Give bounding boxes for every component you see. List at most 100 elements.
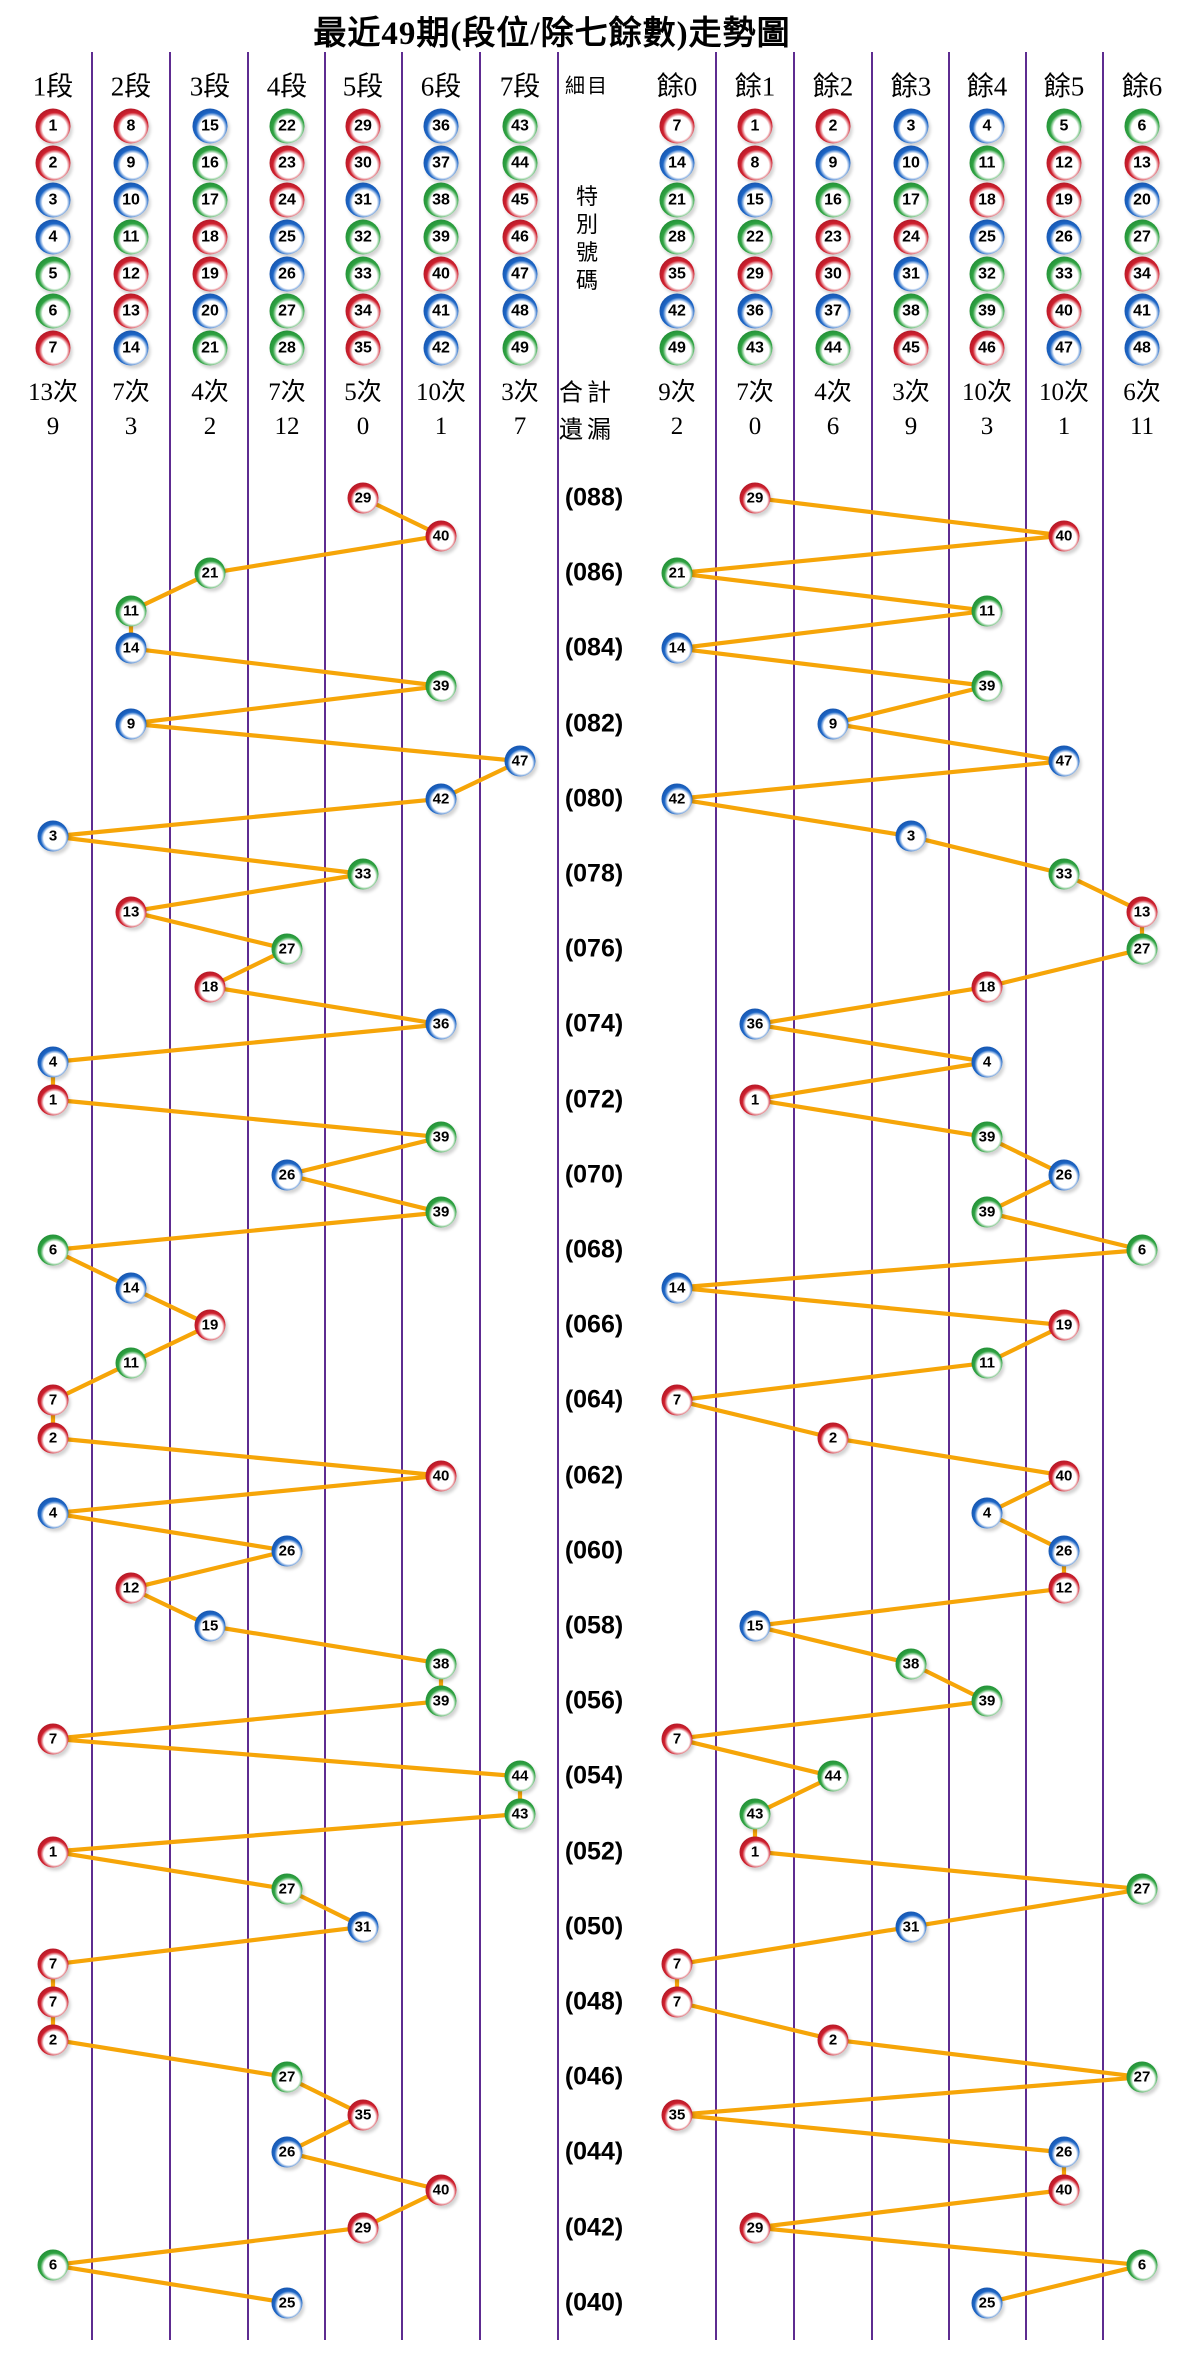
legend-ball-right-49: 49 [659, 330, 695, 366]
special-number-label-char-3: 碼 [575, 268, 599, 293]
legend-ball-left-12: 12 [113, 256, 149, 292]
period-label-054: (054) [564, 1761, 624, 1790]
chart-ball-left-row13-27: 27 [271, 933, 303, 965]
miss-left-5: 0 [356, 413, 370, 440]
chart-ball-left-row22-14: 14 [115, 1272, 147, 1304]
miss-left-6: 1 [434, 413, 448, 440]
period-label-062: (062) [564, 1461, 624, 1490]
legend-ball-left-30: 30 [345, 145, 381, 181]
chart-ball-right-row13-27: 27 [1126, 933, 1158, 965]
column-header-right-6: 餘6 [1121, 71, 1163, 102]
period-label-076: (076) [564, 934, 624, 963]
period-label-042: (042) [564, 2213, 624, 2242]
special-number-label-char-0: 特 [575, 184, 599, 209]
legend-ball-right-27: 27 [1124, 219, 1160, 255]
special-number-label-char-2: 號 [575, 240, 599, 265]
legend-ball-right-19: 19 [1046, 182, 1082, 218]
legend-ball-left-44: 44 [502, 145, 538, 181]
legend-ball-right-46: 46 [969, 330, 1005, 366]
chart-ball-right-row27-40: 40 [1048, 1460, 1080, 1492]
column-header-right-4: 餘4 [966, 71, 1008, 102]
chart-ball-left-row1-29: 29 [347, 482, 379, 514]
chart-ball-left-row25-7: 7 [37, 1384, 69, 1416]
period-label-084: (084) [564, 633, 624, 662]
period-label-064: (064) [564, 1385, 624, 1414]
legend-ball-right-8: 8 [737, 145, 773, 181]
miss-left-2: 3 [124, 413, 138, 440]
chart-ball-left-row5-14: 14 [115, 632, 147, 664]
chart-ball-left-row20-39: 39 [425, 1196, 457, 1228]
chart-ball-left-row8-47: 47 [504, 745, 536, 777]
chart-ball-right-row25-7: 7 [661, 1384, 693, 1416]
chart-ball-right-row32-38: 38 [895, 1648, 927, 1680]
legend-ball-left-19: 19 [192, 256, 228, 292]
legend-ball-right-14: 14 [659, 145, 695, 181]
column-header-left-1: 1段 [32, 71, 74, 102]
legend-ball-right-11: 11 [969, 145, 1005, 181]
legend-ball-left-49: 49 [502, 330, 538, 366]
legend-ball-left-18: 18 [192, 219, 228, 255]
chart-ball-left-row17-1: 1 [37, 1084, 69, 1116]
legend-ball-left-23: 23 [269, 145, 305, 181]
legend-ball-right-33: 33 [1046, 256, 1082, 292]
legend-ball-left-42: 42 [423, 330, 459, 366]
legend-ball-left-31: 31 [345, 182, 381, 218]
miss-right-4: 3 [980, 413, 994, 440]
legend-ball-left-39: 39 [423, 219, 459, 255]
chart-ball-right-row28-4: 4 [971, 1497, 1003, 1529]
trend-line-left [50, 496, 523, 2305]
total-left-7: 3次 [501, 379, 539, 406]
column-header-left-5: 5段 [342, 71, 384, 102]
legend-ball-left-13: 13 [113, 293, 149, 329]
chart-ball-right-row17-1: 1 [739, 1084, 771, 1116]
chart-ball-right-row45-26: 26 [1048, 2136, 1080, 2168]
chart-ball-right-row19-26: 26 [1048, 1159, 1080, 1191]
period-label-040: (040) [564, 2288, 624, 2317]
chart-ball-left-row42-2: 2 [37, 2024, 69, 2056]
legend-ball-right-20: 20 [1124, 182, 1160, 218]
total-right-4: 10次 [961, 379, 1013, 406]
chart-ball-right-row5-14: 14 [661, 632, 693, 664]
chart-ball-left-row48-6: 6 [37, 2249, 69, 2281]
legend-ball-left-41: 41 [423, 293, 459, 329]
chart-ball-right-row9-42: 42 [661, 783, 693, 815]
period-label-056: (056) [564, 1686, 624, 1715]
chart-ball-left-row14-18: 18 [194, 971, 226, 1003]
legend-ball-right-41: 41 [1124, 293, 1160, 329]
chart-ball-right-row49-25: 25 [971, 2287, 1003, 2319]
chart-ball-right-row6-39: 39 [971, 670, 1003, 702]
miss-left-4: 12 [274, 413, 300, 440]
total-right-3: 3次 [892, 379, 930, 406]
chart-ball-left-row38-27: 27 [271, 1873, 303, 1905]
period-label-046: (046) [564, 2062, 624, 2091]
legend-ball-left-6: 6 [35, 293, 71, 329]
chart-ball-right-row14-18: 18 [971, 971, 1003, 1003]
legend-ball-right-15: 15 [737, 182, 773, 218]
legend-ball-left-4: 4 [35, 219, 71, 255]
chart-ball-left-row12-13: 13 [115, 896, 147, 928]
chart-ball-left-row43-27: 27 [271, 2061, 303, 2093]
legend-ball-right-32: 32 [969, 256, 1005, 292]
legend-ball-left-40: 40 [423, 256, 459, 292]
legend-ball-right-21: 21 [659, 182, 695, 218]
chart-ball-right-row10-3: 3 [895, 820, 927, 852]
legend-ball-left-46: 46 [502, 219, 538, 255]
column-header-right-5: 餘5 [1043, 71, 1085, 102]
miss-left-7: 7 [513, 413, 527, 440]
chart-ball-left-row40-7: 7 [37, 1948, 69, 1980]
total-left-6: 10次 [415, 379, 467, 406]
period-label-050: (050) [564, 1912, 624, 1941]
chart-ball-left-row39-31: 31 [347, 1911, 379, 1943]
chart-ball-left-row30-12: 12 [115, 1572, 147, 1604]
period-label-048: (048) [564, 1987, 624, 2016]
legend-ball-right-25: 25 [969, 219, 1005, 255]
legend-ball-left-1: 1 [35, 108, 71, 144]
legend-ball-right-2: 2 [815, 108, 851, 144]
legend-ball-left-48: 48 [502, 293, 538, 329]
chart-ball-right-row30-12: 12 [1048, 1572, 1080, 1604]
legend-ball-left-35: 35 [345, 330, 381, 366]
legend-ball-left-47: 47 [502, 256, 538, 292]
total-right-5: 10次 [1038, 379, 1090, 406]
legend-ball-right-18: 18 [969, 182, 1005, 218]
